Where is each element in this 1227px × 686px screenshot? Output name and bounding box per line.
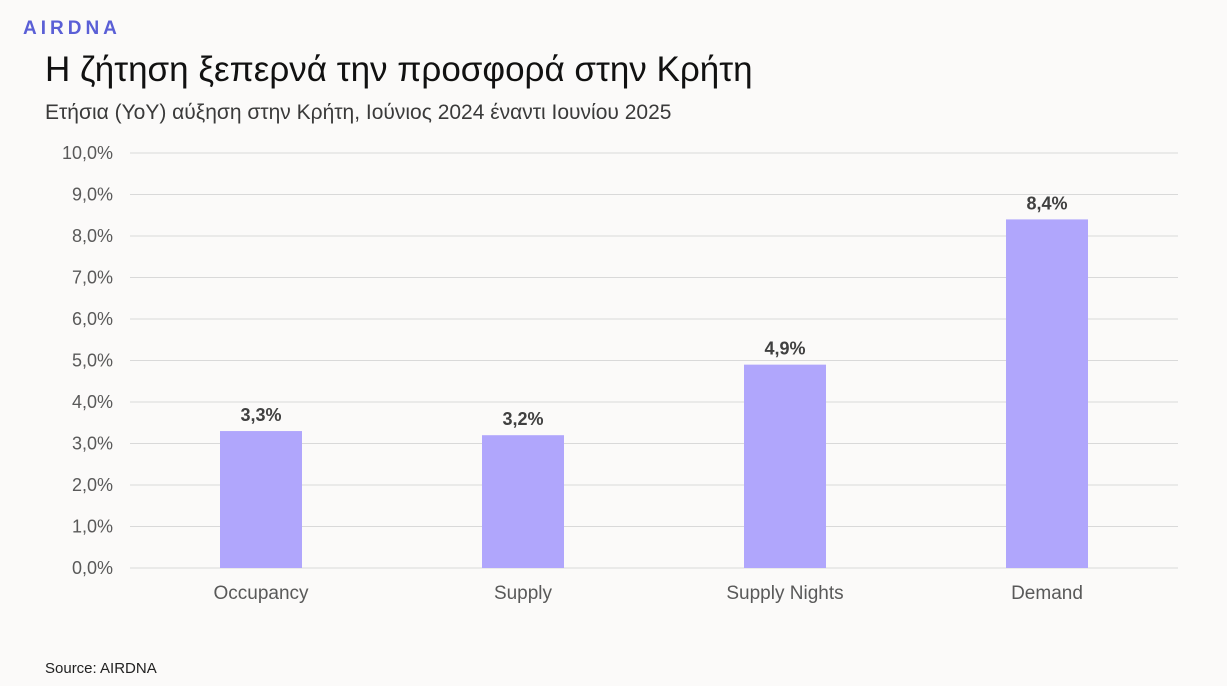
y-tick-label: 4,0% [72,392,113,412]
y-axis-tick-labels: 0,0% 1,0% 2,0% 3,0% 4,0% 5,0% 6,0% 7,0% 8,0% 9,0%… [62,143,113,578]
source-note: Source: AIRDNA [45,660,157,677]
y-tick-label: 8,0% [72,226,113,246]
data-label: 3,2% [502,409,543,429]
category-label: Supply Nights [726,583,843,604]
y-tick-label: 7,0% [72,268,113,288]
category-label: Supply [494,583,553,604]
data-label: 3,3% [240,405,281,425]
y-tick-label: 1,0% [72,517,113,537]
y-tick-label: 9,0% [72,185,113,205]
x-axis-category-labels: Occupancy Supply Supply Nights Demand [213,583,1082,604]
chart-subtitle: Ετήσια (YoY) αύξηση στην Κρήτη, Ιούνιος … [45,101,672,124]
grid-lines [130,152,1178,569]
bar-occupancy [220,431,302,568]
y-tick-label: 5,0% [72,351,113,371]
data-label: 4,9% [764,339,805,359]
y-tick-label: 3,0% [72,434,113,454]
y-tick-label: 0,0% [72,558,113,578]
category-label: Demand [1011,583,1083,604]
bar-demand [1006,219,1088,568]
category-label: Occupancy [213,583,309,604]
brand-logo: AIRDNA [23,18,121,39]
data-label: 8,4% [1026,193,1067,213]
data-labels: 3,3% 3,2% 4,9% 8,4% [240,193,1067,429]
chart-title: Η ζήτηση ξεπερνά την προσφορά στην Κρήτη [45,50,753,89]
bar-supply-nights [744,364,826,568]
bars [220,219,1088,568]
bar-supply [482,435,564,568]
y-tick-label: 6,0% [72,309,113,329]
y-tick-label: 10,0% [62,143,113,163]
y-tick-label: 2,0% [72,475,113,495]
